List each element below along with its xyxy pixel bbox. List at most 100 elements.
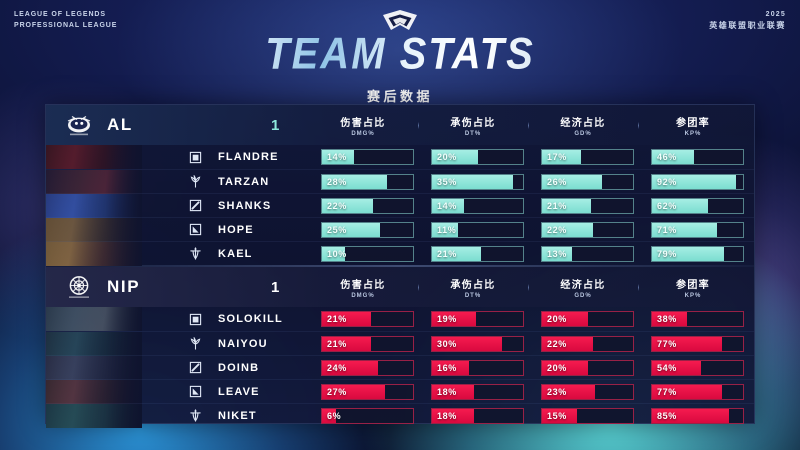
column-label-cn: 经济占比 (560, 279, 606, 291)
champion-portrait (46, 218, 142, 242)
champion-splash-art (46, 242, 142, 266)
column-label-en: DT% (464, 130, 482, 137)
player-name: KAEL (218, 247, 253, 260)
stat-bar-dmg: 22% (321, 197, 414, 214)
stat-value: 77% (657, 386, 677, 397)
column-headers-al: 伤害占比 DMG% 承伤占比 DT% 经济占比 GD% 参团率 KP% (308, 105, 748, 145)
stat-value: 85% (657, 410, 677, 421)
role-jungle-icon (189, 336, 202, 350)
table-row[interactable]: NIKET 6% 18% 15% 85% (46, 403, 754, 428)
stat-value: 20% (437, 152, 457, 162)
player-name: LEAVE (218, 385, 260, 398)
stat-bar-fill (652, 312, 687, 326)
stat-bar-dmg: 21% (321, 311, 414, 327)
team-block-nip: NIP 1 伤害占比 DMG% 承伤占比 DT% 经济占比 GD% (46, 267, 754, 428)
stat-value: 17% (547, 152, 567, 162)
stat-value: 18% (437, 386, 457, 397)
stat-bar-gd: 15% (541, 407, 634, 424)
stat-bar-gd: 23% (541, 383, 634, 400)
column-label-cn: 承伤占比 (450, 279, 496, 291)
champion-splash-art (46, 307, 142, 331)
league-branding-right: 2025 英雄联盟职业联赛 (709, 9, 786, 31)
column-label-en: KP% (684, 130, 702, 137)
role-jungle-icon (189, 174, 202, 188)
stat-bar-fill (542, 408, 577, 423)
stat-value: 35% (437, 176, 457, 187)
column-label-en: DMG% (351, 292, 375, 299)
stat-bar-dt: 19% (431, 311, 524, 327)
stat-bar-fill (322, 336, 371, 351)
column-label-en: KP% (684, 292, 702, 299)
stat-bar-fill (652, 174, 736, 189)
stat-bar-fill (432, 246, 481, 261)
stat-bar-fill (652, 336, 723, 351)
column-header-dt: 承伤占比 DT% (418, 276, 528, 299)
stat-value: 16% (437, 362, 457, 373)
champion-splash-art (46, 380, 142, 404)
player-name: HOPE (218, 223, 254, 236)
stat-value: 20% (547, 314, 567, 324)
column-label-cn: 参团率 (676, 279, 710, 291)
champion-portrait (46, 404, 142, 428)
column-headers-nip: 伤害占比 DMG% 承伤占比 DT% 经济占比 GD% 参团率 KP% (308, 267, 748, 307)
stat-bar-gd: 22% (541, 335, 634, 352)
stat-value: 22% (547, 338, 567, 349)
table-row[interactable]: SHANKS 22% 14% 21% 62% (46, 193, 754, 218)
stat-value: 92% (657, 176, 677, 187)
table-row[interactable]: NAIYOU 21% 30% 22% 77% (46, 331, 754, 356)
table-row[interactable]: LEAVE 27% 18% 23% 77% (46, 379, 754, 404)
table-row[interactable]: FLANDRE 14% 20% 17% 46% (46, 145, 754, 169)
stat-bar-gd: 22% (541, 221, 634, 238)
stat-bar-dt: 14% (431, 197, 524, 214)
stat-bar-kp: 77% (651, 383, 744, 400)
stat-bar-fill (322, 198, 374, 213)
stat-bar-fill (322, 150, 355, 164)
column-label-cn: 伤害占比 (340, 279, 386, 291)
role-bot-icon (189, 223, 202, 236)
stat-bar-fill (542, 360, 589, 375)
stat-value: 14% (437, 200, 457, 211)
column-header-gd: 经济占比 GD% (528, 114, 638, 137)
column-header-gd: 经济占比 GD% (528, 276, 638, 299)
stat-value: 71% (657, 224, 677, 235)
stat-bar-fill (322, 312, 371, 326)
stat-bar-dt: 35% (431, 173, 524, 190)
stat-bar-kp: 62% (651, 197, 744, 214)
table-row[interactable]: TARZAN 28% 35% 26% 92% (46, 169, 754, 194)
stat-bar-dmg: 6% (321, 407, 414, 424)
column-label-en: DMG% (351, 130, 375, 137)
stat-bar-fill (542, 384, 596, 399)
stat-bar-dt: 11% (431, 221, 524, 238)
table-row[interactable]: DOINB 24% 16% 20% 54% (46, 355, 754, 380)
stat-bar-fill (542, 174, 603, 189)
column-header-dmg: 伤害占比 DMG% (308, 114, 418, 137)
column-label-cn: 伤害占比 (340, 117, 386, 129)
champion-portrait (46, 380, 142, 404)
column-label-cn: 参团率 (676, 117, 710, 129)
table-row[interactable]: SOLOKILL 21% 19% 20% 38% (46, 307, 754, 331)
league-branding-left: LEAGUE OF LEGENDS PROFESSIONAL LEAGUE (14, 9, 117, 31)
stat-bar-dt: 18% (431, 407, 524, 424)
stat-bar-fill (652, 222, 717, 237)
role-mid-icon (189, 199, 202, 212)
stat-value: 79% (657, 248, 677, 259)
stat-bar-fill (432, 150, 479, 164)
table-row[interactable]: KAEL 10% 21% 13% 79% (46, 241, 754, 266)
table-row[interactable]: HOPE 25% 11% 22% 71% (46, 217, 754, 242)
stat-bar-fill (542, 198, 591, 213)
stat-value: 22% (547, 224, 567, 235)
stat-bar-gd: 17% (541, 149, 634, 165)
champion-portrait (46, 356, 142, 380)
season-year: 2025 (765, 11, 786, 18)
stat-bar-dt: 16% (431, 359, 524, 376)
stat-bar-fill (432, 360, 470, 375)
player-name: NIKET (218, 409, 257, 422)
stat-bar-dmg: 27% (321, 383, 414, 400)
champion-splash-art (46, 218, 142, 242)
stat-bar-fill (322, 408, 336, 423)
stat-value: 18% (437, 410, 457, 421)
stat-value: 62% (657, 200, 677, 211)
stat-bar-gd: 21% (541, 197, 634, 214)
stat-bar-fill (432, 174, 514, 189)
